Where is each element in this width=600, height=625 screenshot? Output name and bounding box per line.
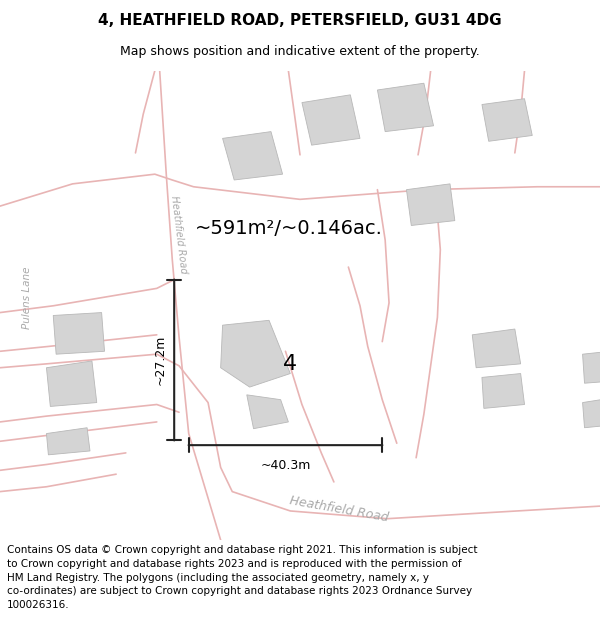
Polygon shape [46, 428, 90, 455]
Polygon shape [247, 395, 289, 429]
Polygon shape [377, 83, 434, 132]
Polygon shape [472, 329, 521, 367]
Text: ~40.3m: ~40.3m [260, 459, 311, 472]
Polygon shape [221, 320, 290, 387]
Polygon shape [223, 132, 283, 180]
Text: Map shows position and indicative extent of the property.: Map shows position and indicative extent… [120, 46, 480, 59]
Text: 4: 4 [283, 354, 298, 374]
Text: Heathfield Road: Heathfield Road [169, 196, 189, 275]
Text: ~27.2m: ~27.2m [154, 335, 166, 385]
Polygon shape [302, 95, 360, 145]
Polygon shape [406, 184, 455, 226]
Text: 4, HEATHFIELD ROAD, PETERSFIELD, GU31 4DG: 4, HEATHFIELD ROAD, PETERSFIELD, GU31 4D… [98, 13, 502, 28]
Polygon shape [583, 397, 600, 428]
Polygon shape [482, 99, 532, 141]
Polygon shape [53, 312, 104, 354]
Polygon shape [583, 350, 600, 383]
Text: ~591m²/~0.146ac.: ~591m²/~0.146ac. [194, 219, 382, 238]
Text: Pulens Lane: Pulens Lane [22, 267, 32, 329]
Text: Contains OS data © Crown copyright and database right 2021. This information is : Contains OS data © Crown copyright and d… [7, 546, 478, 610]
Text: Heathfield Road: Heathfield Road [288, 494, 389, 524]
Polygon shape [482, 374, 524, 408]
Polygon shape [46, 361, 97, 406]
